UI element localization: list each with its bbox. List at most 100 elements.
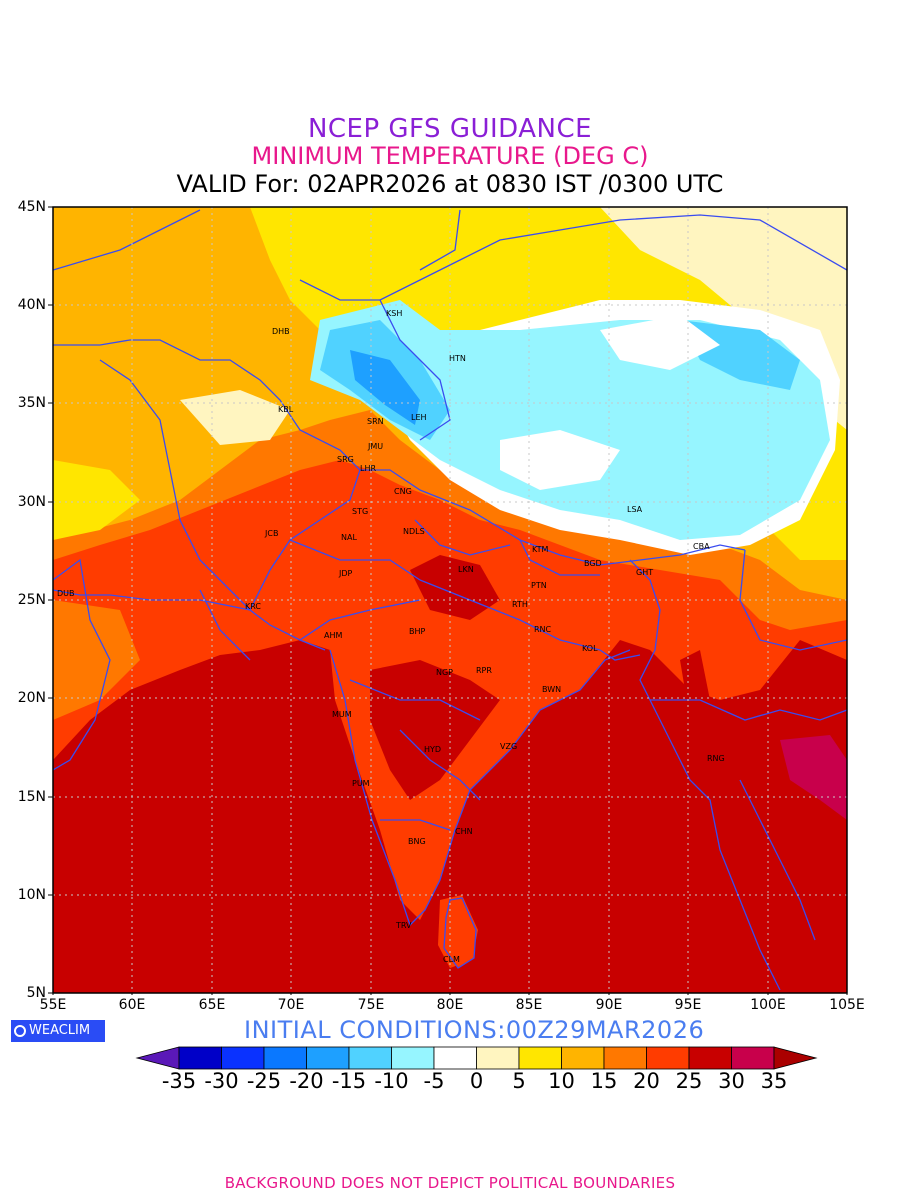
city-label: GHT: [636, 568, 653, 577]
hot-core-north: [410, 555, 500, 620]
city-label: KRC: [245, 602, 261, 611]
city-label: KBL: [278, 405, 294, 414]
city-label: NDLS: [403, 527, 425, 536]
temp-band-5-10-west: [53, 460, 140, 540]
city-label: JDP: [338, 569, 353, 578]
lon-label: 105E: [829, 997, 865, 1013]
colorbar-tick-label: -15: [331, 1069, 367, 1093]
map-subtitle: MINIMUM TEMPERATURE (DEG C): [251, 142, 649, 170]
colorbar-tick-label: 30: [718, 1069, 745, 1093]
colorbar-cell: [688, 1046, 732, 1070]
city-label: BNG: [408, 837, 426, 846]
lat-label: 35N: [17, 395, 46, 411]
colorbar-tick-label: 20: [633, 1069, 660, 1093]
city-label: RNG: [707, 754, 725, 763]
valid-time: VALID For: 02APR2026 at 0830 IST /0300 U…: [176, 170, 724, 198]
temp-band-0-5-kabul: [180, 390, 290, 445]
colorbar-tick-label: -5: [423, 1069, 445, 1093]
city-labels: KSH DHB HTN KBL SRN LEH JMU SRG LHR CNG …: [57, 309, 725, 964]
city-label: AHM: [324, 631, 342, 640]
lat-label: 15N: [17, 789, 46, 805]
temperature-map: KSH DHB HTN KBL SRN LEH JMU SRG LHR CNG …: [48, 206, 848, 995]
colorbar-cell: [178, 1046, 222, 1070]
colorbar-cell: [391, 1046, 435, 1070]
temp-band-minus20-minus15: [350, 350, 420, 425]
colorbar-cell: [518, 1046, 562, 1070]
colorbar-cell: [348, 1046, 392, 1070]
city-label: STG: [352, 507, 368, 516]
city-label: SRG: [337, 455, 354, 464]
initial-conditions: INITIAL CONDITIONS:00Z29MAR2026: [244, 1016, 705, 1044]
city-label: LHR: [360, 464, 376, 473]
axis-ticks: [48, 206, 848, 995]
city-label: LEH: [411, 413, 427, 422]
logo-text: WEACLIM: [29, 1023, 91, 1038]
city-label: DHB: [272, 327, 290, 336]
city-label: CHN: [455, 827, 473, 836]
lon-label: 100E: [750, 997, 786, 1013]
city-label: RPR: [476, 666, 492, 675]
map-title: NCEP GFS GUIDANCE: [307, 114, 593, 144]
colorbar-cell: [221, 1046, 265, 1070]
boundary-disclaimer: BACKGROUND DOES NOT DEPICT POLITICAL BOU…: [224, 1174, 676, 1192]
hot-core-central: [370, 660, 500, 800]
colorbar-cell: [561, 1046, 605, 1070]
colorbar-tick-label: -25: [246, 1069, 282, 1093]
colorbar-tick-label: -30: [204, 1069, 239, 1093]
lon-label: 70E: [277, 997, 305, 1013]
colorbar-cell: [263, 1046, 307, 1070]
lon-label: 60E: [118, 997, 146, 1013]
lat-label: 30N: [17, 494, 46, 510]
city-label: HTN: [449, 354, 466, 363]
city-label: PTN: [531, 581, 547, 590]
city-label: RTH: [512, 600, 528, 609]
very-hot-spot: [780, 735, 847, 820]
city-label: LSA: [627, 505, 643, 514]
lon-label: 55E: [39, 997, 67, 1013]
city-label: VZG: [500, 742, 517, 751]
colorbar-tick-label: 25: [675, 1069, 703, 1093]
city-label: BWN: [542, 685, 561, 694]
lat-label: 40N: [17, 297, 46, 313]
city-label: JCB: [264, 529, 278, 538]
city-label: JMU: [367, 442, 383, 451]
colorbar-tick-label: -35: [161, 1069, 197, 1093]
colorbar-cell: [476, 1046, 520, 1070]
city-label: CLM: [443, 955, 460, 964]
logo-ring-icon: [14, 1025, 26, 1037]
colorbar-tick-label: 0: [469, 1069, 484, 1093]
city-label: NAL: [341, 533, 357, 542]
weaclim-logo[interactable]: WEACLIM: [11, 1020, 105, 1042]
colorbar-cell: [306, 1046, 350, 1070]
lat-label: 5N: [26, 985, 46, 1001]
warm-spot-tibet-north: [600, 315, 720, 370]
sri-lanka: [443, 897, 477, 969]
colorbar-cell: [731, 1046, 775, 1070]
colorbar-min-arrow: [135, 1046, 180, 1070]
temp-band-15-20-west: [53, 600, 140, 720]
city-label: TRV: [395, 921, 412, 930]
city-label: SRN: [367, 417, 384, 426]
warm-spot-tibet-south: [500, 430, 620, 490]
colorbar-max-arrow: [773, 1046, 818, 1070]
grid-lines: [53, 207, 847, 993]
colorbar-tick-label: -10: [374, 1069, 409, 1093]
city-label: CNG: [394, 487, 412, 496]
city-label: DUB: [57, 589, 75, 598]
city-label: RNC: [534, 625, 552, 634]
colorbar-tick-label: 5: [512, 1069, 526, 1093]
colorbar-cell: [433, 1046, 477, 1070]
city-label: PUM: [352, 779, 370, 788]
lon-label: 95E: [674, 997, 702, 1013]
colorbar-tick-label: -20: [289, 1069, 324, 1093]
lon-label: 65E: [198, 997, 226, 1013]
hot-core-burma: [680, 650, 710, 720]
city-label: BGD: [584, 559, 602, 568]
colorbar-tick-label: 35: [760, 1069, 788, 1093]
colorbar-cell: [646, 1046, 690, 1070]
city-label: NGP: [436, 668, 453, 677]
country-borders: [53, 209, 847, 991]
lon-label: 75E: [357, 997, 385, 1013]
lat-label: 25N: [17, 592, 46, 608]
city-label: BHP: [409, 627, 426, 636]
